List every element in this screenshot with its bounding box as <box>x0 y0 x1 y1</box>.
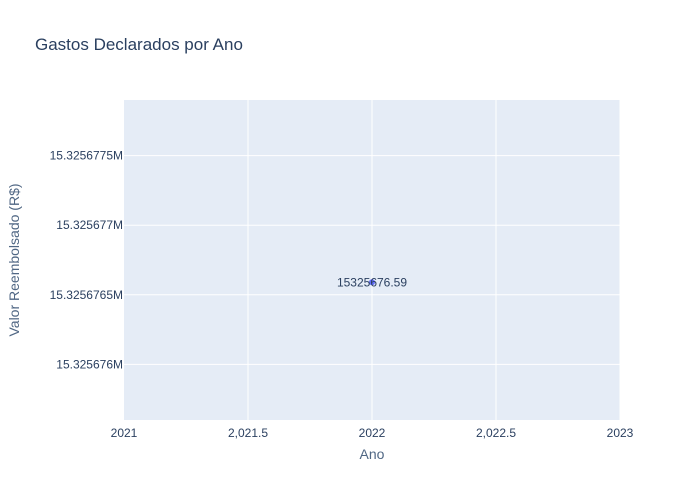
x-tick-label: 2021 <box>111 426 138 440</box>
x-axis-title: Ano <box>360 446 385 462</box>
y-tick-label: 15.325676M <box>56 357 123 371</box>
x-tick-label: 2,021.5 <box>228 426 268 440</box>
gridlines <box>124 100 621 420</box>
data-points: 15325676.59 <box>337 275 407 289</box>
y-axis-title: Valor Reembolsado (R$) <box>6 183 22 336</box>
y-tick-label: 15.3256765M <box>50 288 123 302</box>
chart-title: Gastos Declarados por Ano <box>35 35 243 54</box>
tick-labels: 2021 2,021.5 2022 2,022.5 2023 15.325676M 15.3… <box>50 149 634 440</box>
y-tick-label: 15.3256775M <box>50 149 123 163</box>
x-tick-label: 2022 <box>359 426 386 440</box>
x-tick-label: 2023 <box>607 426 634 440</box>
data-label: 15325676.59 <box>337 275 407 289</box>
data-point <box>369 279 375 286</box>
x-tick-label: 2,022.5 <box>476 426 516 440</box>
y-tick-label: 15.325677M <box>56 218 123 232</box>
